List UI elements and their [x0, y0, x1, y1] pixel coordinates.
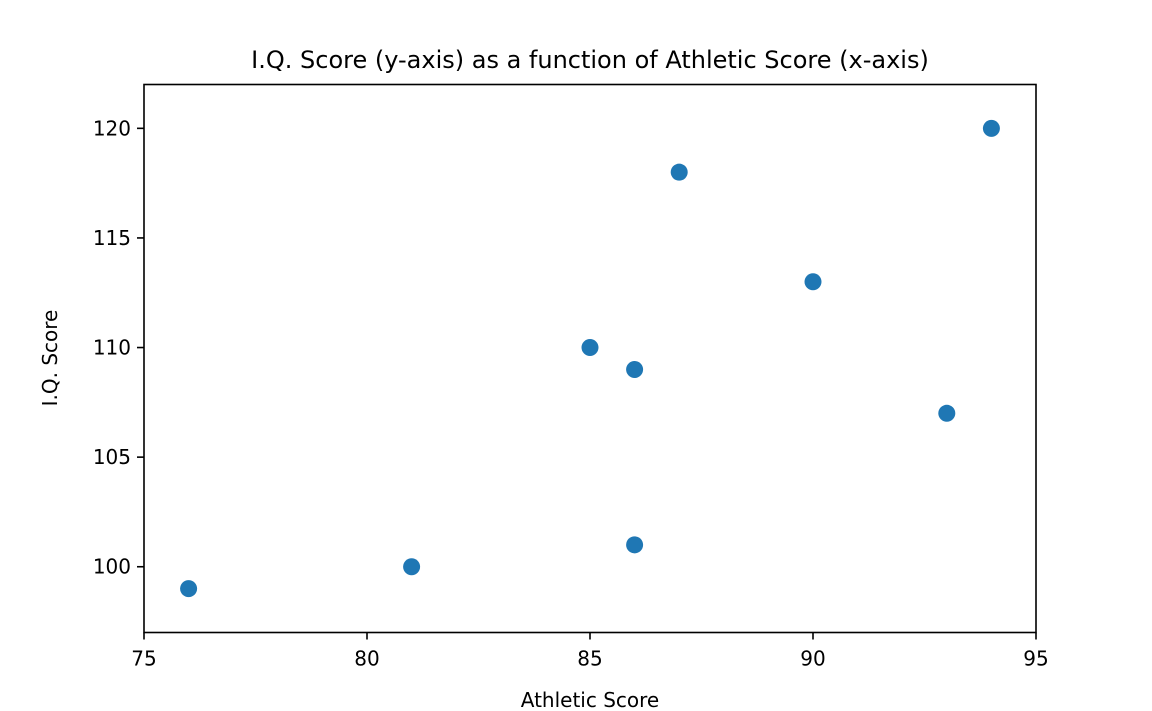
data-point: [804, 273, 822, 291]
data-point: [581, 339, 599, 357]
x-tick-label: 75: [131, 647, 156, 671]
y-tick-label: 120: [93, 116, 131, 140]
x-tick-label: 85: [577, 647, 602, 671]
data-point: [626, 536, 644, 554]
data-point: [670, 163, 688, 181]
y-axis-label: I.Q. Score: [38, 310, 62, 407]
x-tick-label: 80: [354, 647, 379, 671]
y-axis-ticks: 100 105 110 115 120: [93, 116, 144, 579]
y-tick-label: 100: [93, 555, 131, 579]
x-tick-label: 90: [800, 647, 825, 671]
x-axis-ticks: 75 80 85 90 95: [131, 632, 1049, 671]
data-point: [626, 360, 644, 378]
y-tick-label: 115: [93, 226, 131, 250]
x-axis-label: Athletic Score: [521, 688, 659, 711]
data-point: [982, 119, 1000, 137]
data-points: [180, 119, 1000, 598]
data-point: [938, 404, 956, 422]
x-tick-label: 95: [1023, 647, 1048, 671]
data-point: [180, 580, 198, 598]
data-point: [403, 558, 421, 576]
y-tick-label: 110: [93, 336, 131, 360]
chart-title: I.Q. Score (y-axis) as a function of Ath…: [251, 46, 929, 74]
y-tick-label: 105: [93, 445, 131, 469]
